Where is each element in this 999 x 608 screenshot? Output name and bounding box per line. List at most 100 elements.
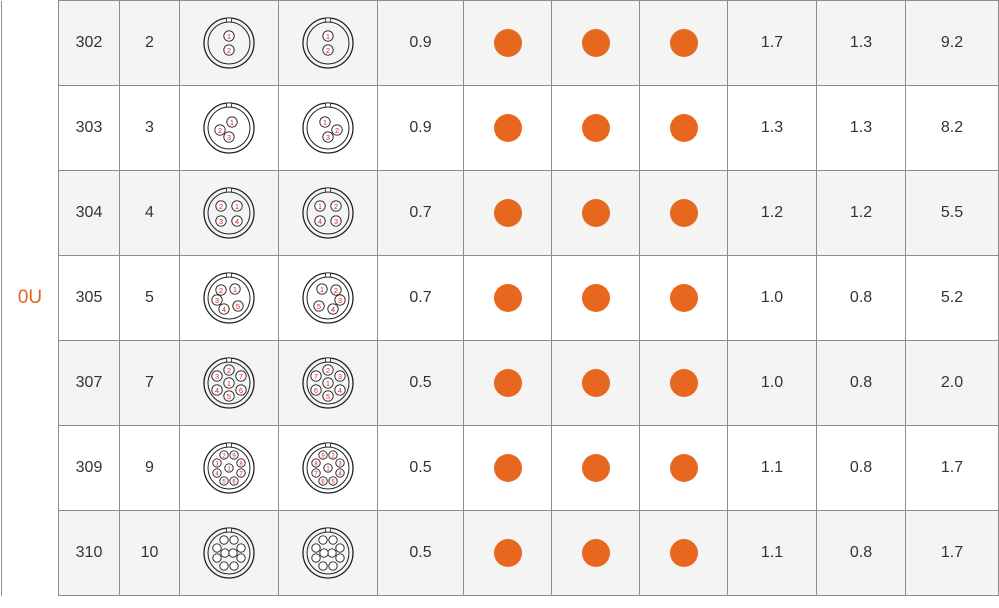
value-col-a-cell: 1.7 bbox=[727, 0, 817, 86]
contact-number: 5 bbox=[236, 302, 240, 311]
value-col-b-cell-value: 0.8 bbox=[849, 544, 873, 561]
value-col-a-cell-value: 1.0 bbox=[760, 374, 784, 391]
contact-pin: 2 bbox=[223, 44, 235, 56]
contact-number: 5 bbox=[326, 392, 330, 401]
contact-number: 2 bbox=[219, 202, 223, 211]
series-cell: 0U bbox=[1, 0, 59, 596]
contact-pin: 1 bbox=[223, 377, 235, 389]
contact-pin: 3 bbox=[212, 458, 222, 468]
contact-number: 5 bbox=[222, 480, 226, 486]
contact-pin: 5 bbox=[219, 476, 229, 486]
contact-pin: 2 bbox=[322, 44, 334, 56]
value-col-a-cell-value: 1.0 bbox=[760, 289, 784, 306]
part-code-cell-value: 302 bbox=[75, 34, 103, 51]
availability-cell bbox=[463, 0, 552, 86]
contact-number: 4 bbox=[222, 305, 226, 314]
availability-dot bbox=[581, 199, 610, 227]
contact-number: 4 bbox=[331, 305, 335, 314]
connector-spec-table: 0U 302 2 1 2 1 2 0.9 1.7 1.3 9.2 303 3 1 2 3 1 2 3 0.9 1.3 1.… bbox=[1, 0, 999, 596]
contact-number: 2 bbox=[219, 286, 223, 295]
contact-number: 5 bbox=[331, 480, 335, 486]
availability-dot bbox=[669, 29, 698, 57]
availability-dot bbox=[669, 539, 698, 567]
value-col-a-cell-value: 1.7 bbox=[760, 34, 784, 51]
contact-pin: 2 bbox=[330, 284, 342, 296]
contact-size-cell-value: 0.5 bbox=[409, 459, 432, 476]
contact-number: 3 bbox=[219, 217, 223, 226]
value-col-a-cell-value: 1.1 bbox=[760, 544, 784, 561]
contact-number: 4 bbox=[338, 386, 342, 395]
contact-number: 1 bbox=[235, 202, 239, 211]
availability-dot bbox=[581, 369, 610, 397]
contact-number: 2 bbox=[334, 286, 338, 295]
contacts-count-cell-value: 5 bbox=[145, 289, 154, 306]
contact-number: 3 bbox=[215, 372, 219, 381]
contact-number: 8 bbox=[314, 462, 318, 468]
availability-dot bbox=[493, 454, 522, 482]
part-code-cell: 305 bbox=[58, 255, 120, 341]
contact-pin bbox=[311, 543, 321, 553]
availability-cell bbox=[551, 0, 640, 86]
contact-number: 3 bbox=[227, 133, 231, 142]
contact-number: 1 bbox=[233, 285, 237, 294]
contact-pin bbox=[229, 561, 239, 571]
table-row: 304 4 1 2 3 4 1 2 3 4 0.7 1.2 1.2 5.5 bbox=[2, 170, 999, 256]
value-col-b-cell: 0.8 bbox=[816, 510, 906, 596]
contact-size-cell-value: 0.9 bbox=[409, 119, 432, 136]
contact-number: 2 bbox=[227, 46, 231, 55]
value-col-a-cell-value: 1.2 bbox=[760, 204, 784, 221]
contacts-count-cell-value: 7 bbox=[145, 374, 154, 391]
contact-number: 2 bbox=[326, 46, 330, 55]
table-row: 310 10 0.5 1.1 0.8 1.7 bbox=[2, 510, 999, 596]
contact-pin bbox=[318, 561, 328, 571]
contacts-count-cell: 9 bbox=[119, 425, 180, 511]
availability-dot bbox=[581, 114, 610, 142]
value-col-b-cell: 0.8 bbox=[816, 425, 906, 511]
contact-pin: 6 bbox=[310, 384, 322, 396]
part-code-cell: 303 bbox=[58, 85, 120, 171]
availability-cell bbox=[463, 255, 552, 341]
contact-number: 1 bbox=[227, 32, 231, 41]
contact-pin: 1 bbox=[314, 200, 326, 212]
part-code-cell: 307 bbox=[58, 340, 120, 426]
contact-pin: 7 bbox=[235, 370, 247, 382]
rear-contact-layout-303: 123 bbox=[302, 102, 354, 154]
contact-pin: 2 bbox=[215, 200, 227, 212]
value-col-b-cell-value: 1.2 bbox=[849, 204, 873, 221]
part-code-cell: 309 bbox=[58, 425, 120, 511]
front-contact-layout-304: 1 2 3 4 bbox=[203, 187, 255, 239]
availability-cell bbox=[639, 170, 728, 256]
contact-pin: 7 bbox=[236, 468, 246, 478]
table-row: 303 3 1 2 3 1 2 3 0.9 1.3 1.3 8.2 bbox=[2, 85, 999, 171]
availability-cell bbox=[551, 255, 640, 341]
value-col-a-cell: 1.0 bbox=[727, 255, 817, 341]
contact-pin: 8 bbox=[311, 458, 321, 468]
contacts-count-cell-value: 3 bbox=[145, 119, 154, 136]
contact-number: 1 bbox=[326, 32, 330, 41]
contact-pin: 5 bbox=[313, 300, 325, 312]
value-col-c-cell-value: 5.2 bbox=[940, 289, 964, 306]
contact-size-cell: 0.5 bbox=[377, 510, 464, 596]
table-row: 309 9 1 2 3 4 5 6 7 8 9 1 2 3 4 5 6 7 8 9 0.5 1.1 0.8 1.7 bbox=[2, 425, 999, 511]
contact-number: 2 bbox=[218, 126, 222, 135]
rear-contact-layout-304: 1 2 3 4 bbox=[302, 187, 354, 239]
contact-number: 9 bbox=[232, 454, 236, 460]
contact-pin bbox=[335, 553, 345, 563]
contact-pin: 1 bbox=[322, 377, 334, 389]
contact-number: 6 bbox=[239, 386, 243, 395]
contact-pin: 6 bbox=[318, 476, 328, 486]
contact-number: 4 bbox=[215, 386, 219, 395]
contact-pin: 7 bbox=[310, 370, 322, 382]
contact-number: 6 bbox=[314, 386, 318, 395]
contact-pin bbox=[319, 548, 329, 558]
part-code-cell-value: 307 bbox=[75, 374, 103, 391]
contact-number: 7 bbox=[314, 372, 318, 381]
contact-pin: 4 bbox=[335, 468, 345, 478]
table-row: 305 5 1 2 3 4 5 1 2 3 4 5 0.7 1.0 0.8 5.2 bbox=[2, 255, 999, 341]
availability-dot bbox=[493, 284, 522, 312]
availability-cell bbox=[463, 170, 552, 256]
contact-pin: 4 bbox=[211, 384, 223, 396]
